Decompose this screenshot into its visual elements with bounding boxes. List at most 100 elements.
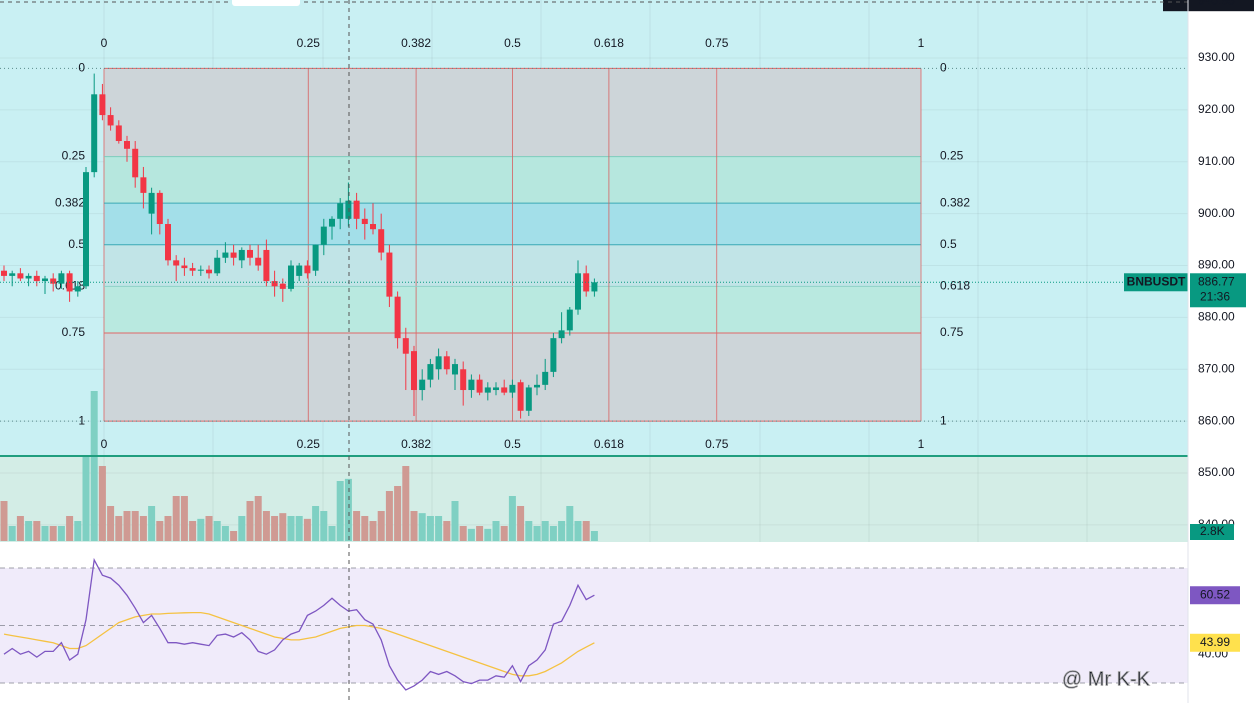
candle-body	[214, 257, 221, 274]
candle-body	[320, 226, 327, 245]
y-tick-label: 890.00	[1198, 258, 1235, 272]
fib-left-label: 0.5	[68, 237, 85, 251]
fib-top-label: 0	[101, 36, 108, 50]
volume-bar	[402, 466, 410, 541]
candle-body	[452, 364, 458, 375]
volume-bar	[213, 521, 221, 541]
volume-bar	[180, 496, 188, 541]
candle-body	[542, 371, 549, 385]
candle-body	[460, 369, 467, 391]
rsi-ma-line	[3, 611, 595, 677]
volume-bar	[107, 506, 115, 541]
fib-top-label: 0.5	[504, 36, 521, 50]
fib-top-label: 0.25	[297, 36, 321, 50]
volume-bar	[369, 521, 377, 541]
volume-bar	[131, 511, 139, 541]
candle-body	[591, 282, 598, 292]
volume-bar	[8, 526, 16, 541]
candle-body	[443, 356, 450, 370]
fib-top-label: 0.75	[705, 36, 729, 50]
volume-bar	[451, 501, 459, 541]
volume-bar	[590, 531, 598, 541]
volume-bar	[246, 501, 254, 541]
fib-right-label: 0.382	[940, 195, 970, 209]
y-tick-label: 930.00	[1198, 50, 1235, 64]
volume-bar	[566, 506, 574, 541]
candle-body	[132, 148, 139, 178]
candle-body	[337, 203, 344, 219]
toolbar-tab[interactable]	[232, 0, 300, 6]
candle-body	[9, 273, 16, 276]
fib-bottom-label: 1	[918, 437, 925, 451]
volume-bar	[410, 511, 418, 541]
volume-bar	[328, 526, 336, 541]
last-price-label: 886.77	[1198, 274, 1235, 288]
candle-body	[378, 229, 385, 253]
candle-body	[558, 330, 565, 339]
volume-bar	[435, 516, 443, 541]
candle-body	[435, 356, 442, 370]
volume-bar	[344, 478, 352, 541]
volume-bar	[353, 511, 361, 541]
fib-left-label: 0.75	[62, 325, 86, 339]
volume-bar	[476, 526, 484, 541]
candle-body	[361, 218, 368, 225]
y-tick-label: 880.00	[1198, 310, 1235, 324]
symbol-label-bg	[1124, 273, 1188, 292]
y-tick-label: 920.00	[1198, 102, 1235, 116]
candle-body	[476, 379, 483, 393]
symbol-label: BNBUSDT	[1127, 274, 1186, 288]
candle-body	[189, 268, 196, 271]
countdown-label: 21:36	[1200, 289, 1230, 303]
volume-bar	[16, 516, 24, 541]
candle-body	[206, 269, 212, 274]
candle-body	[353, 200, 360, 219]
volume-bar	[98, 466, 106, 541]
candle-body	[165, 224, 171, 261]
volume-bar	[558, 521, 566, 541]
volume-bar	[541, 521, 549, 541]
candle-body	[411, 351, 417, 391]
volume-bar	[156, 521, 164, 541]
candle-body	[279, 283, 286, 289]
candle-body	[197, 269, 204, 271]
volume-bar	[377, 511, 385, 541]
volume-bar	[221, 526, 229, 541]
rsi-ma-last-label: 43.99	[1200, 635, 1230, 649]
candle-body	[402, 338, 409, 354]
fib-right-label: 0	[940, 61, 947, 75]
candle-body	[312, 244, 319, 271]
candle-body	[419, 379, 426, 391]
volume-bar	[582, 521, 590, 541]
volume-last-label: 2.8K	[1200, 524, 1225, 538]
candle-body	[107, 115, 114, 126]
volume-bar	[443, 521, 451, 541]
volume-bar	[262, 511, 270, 541]
fib-top-label: 0.618	[594, 36, 624, 50]
volume-bar	[41, 526, 49, 541]
volume-bar	[312, 506, 320, 541]
volume-bar	[57, 526, 65, 541]
volume-bar	[172, 496, 180, 541]
candle-body	[156, 192, 163, 225]
volume-bar	[394, 486, 402, 541]
y-tick-label: 870.00	[1198, 361, 1235, 375]
candle-body	[115, 125, 122, 142]
candle-body	[329, 218, 335, 227]
candle-body	[58, 273, 65, 284]
candle-body	[124, 141, 130, 149]
fib-left-label: 0.382	[55, 195, 85, 209]
fib-right-label: 1	[940, 413, 947, 427]
volume-bar	[90, 391, 98, 541]
candle-body	[525, 387, 532, 411]
fib-right-label: 0.75	[940, 325, 964, 339]
candle-body	[583, 273, 590, 292]
candle-body	[173, 260, 180, 266]
volume-bar	[197, 518, 205, 541]
candle-body	[230, 252, 237, 258]
candle-body	[181, 265, 188, 269]
volume-bar	[303, 518, 311, 541]
volume-label-bg	[1190, 524, 1234, 540]
fib-bottom-label: 0.75	[705, 437, 729, 451]
